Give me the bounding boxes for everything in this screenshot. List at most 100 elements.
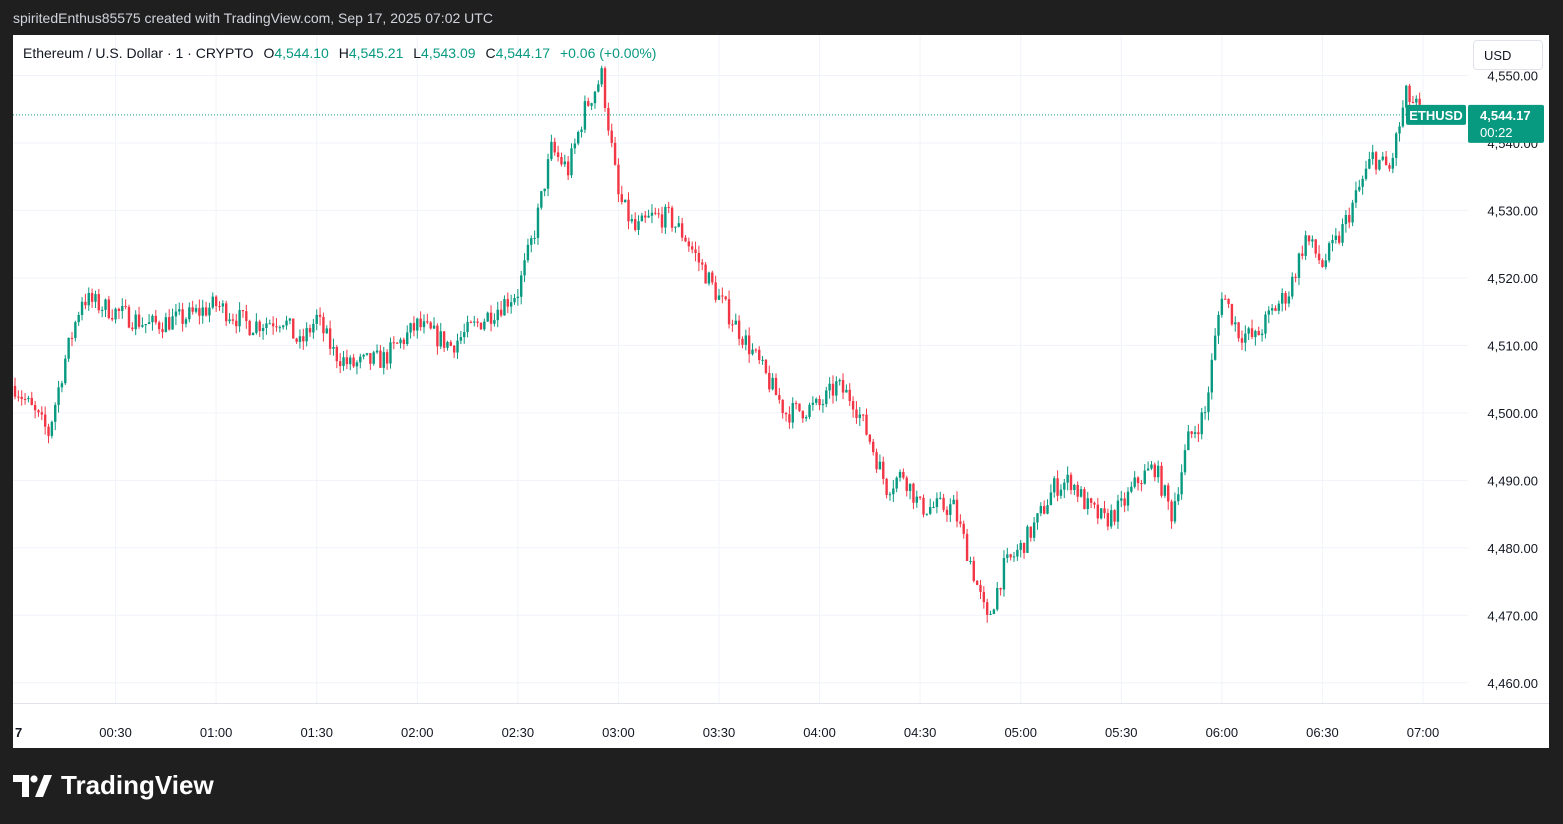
close-value: 4,544.17 (495, 45, 551, 61)
y-tick-label: 4,500.00 (1487, 406, 1538, 421)
candle-body (989, 613, 992, 615)
candle-body (680, 223, 684, 238)
candle-body (208, 307, 211, 316)
candle-body (456, 340, 459, 353)
candle-body (147, 322, 151, 325)
candle-body (784, 413, 788, 415)
candle-body (1163, 485, 1167, 496)
candle-body (473, 321, 476, 323)
candle-body (754, 349, 758, 351)
candle-body (449, 342, 453, 346)
candle-body (352, 357, 355, 367)
candle-body (1344, 215, 1348, 225)
currency-button[interactable]: USD (1473, 40, 1543, 70)
candle-body (64, 358, 67, 384)
candle-body (87, 293, 90, 306)
candle-body (349, 357, 352, 365)
candle-body (459, 337, 463, 341)
candle-body (841, 380, 845, 393)
candle-body (546, 159, 550, 189)
candle-body (955, 499, 959, 522)
y-tick-label: 4,530.00 (1487, 203, 1538, 218)
candle-body (1086, 498, 1089, 510)
candle-body (221, 303, 225, 307)
low-label: L (413, 45, 422, 61)
candle-body (499, 309, 503, 316)
candle-body (94, 294, 97, 302)
candle-body (1224, 298, 1227, 300)
candle-body (171, 316, 174, 330)
candle-body (479, 322, 483, 330)
candle-body (1368, 159, 1371, 169)
candle-body (308, 328, 312, 333)
x-tick-label: 05:30 (1105, 725, 1138, 740)
chart-frame[interactable]: 4,460.00 4,470.00 4,480.00 4,490.00 4,500.00… (13, 35, 1549, 748)
candle-body (1089, 498, 1093, 503)
candle-body (114, 308, 117, 320)
x-tick-label: 01:00 (200, 725, 233, 740)
candle-body (40, 412, 44, 415)
x-tick-label: 07:00 (1407, 725, 1440, 740)
candle-body (402, 339, 406, 345)
candle-body (778, 395, 781, 400)
candle-body (1358, 186, 1361, 191)
candle-body (1281, 293, 1284, 304)
candle-body (509, 302, 513, 307)
candle-body (295, 338, 298, 342)
candle-body (33, 404, 37, 411)
candle-body (1384, 156, 1388, 166)
tradingview-logo[interactable]: TradingView (13, 770, 214, 801)
high-value: 4,545.21 (348, 45, 404, 61)
candle-body (620, 194, 623, 202)
candle-body (1190, 431, 1193, 434)
candle-body (281, 325, 285, 328)
candle-body (1012, 556, 1016, 558)
candle-body (194, 308, 198, 312)
candle-body (637, 221, 640, 230)
candle-body (828, 383, 831, 391)
price-chart[interactable]: 4,460.00 4,470.00 4,480.00 4,490.00 4,500.00… (13, 35, 1549, 748)
candle-body (1066, 474, 1069, 483)
candle-body (707, 272, 711, 284)
candle-body (1126, 491, 1130, 506)
candle-body (1257, 330, 1260, 336)
candle-body (600, 68, 603, 85)
candle-body (992, 609, 996, 614)
candle-body (1334, 235, 1338, 240)
candle-body (1116, 500, 1120, 522)
candle-body (1294, 276, 1297, 278)
candle-body (714, 282, 717, 300)
candle-body (664, 206, 667, 228)
candle-body (566, 161, 570, 176)
candle-body (137, 314, 141, 327)
candle-body (369, 353, 372, 364)
candle-body (385, 352, 389, 364)
candle-body (1337, 235, 1341, 243)
candle-body (245, 311, 248, 321)
candle-body (952, 499, 955, 505)
x-tick-label: 7 (15, 725, 22, 740)
candle-body (1411, 102, 1415, 104)
candle-body (261, 327, 265, 332)
symbol-tag-label: ETHUSD (1409, 108, 1462, 123)
symbol-title[interactable]: Ethereum / U.S. Dollar · 1 · CRYPTO (23, 45, 254, 61)
candle-body (154, 315, 157, 323)
candle-body (1153, 464, 1157, 478)
candle-body (667, 206, 670, 208)
candle-body (201, 307, 204, 316)
open-value: 4,544.10 (274, 45, 329, 61)
x-tick-label: 02:30 (502, 725, 535, 740)
candle-body (1056, 478, 1059, 496)
candle-body (238, 310, 241, 327)
candle-body (496, 309, 499, 321)
candle-body (1341, 224, 1344, 243)
candle-body (804, 417, 808, 419)
candle-body (228, 319, 231, 322)
candle-body (794, 403, 798, 405)
candle-body (1260, 333, 1264, 336)
candle-body (647, 215, 650, 218)
candle-body (124, 306, 127, 308)
candle-body (359, 356, 362, 363)
candle-body (1046, 505, 1049, 514)
candle-body (409, 323, 412, 333)
